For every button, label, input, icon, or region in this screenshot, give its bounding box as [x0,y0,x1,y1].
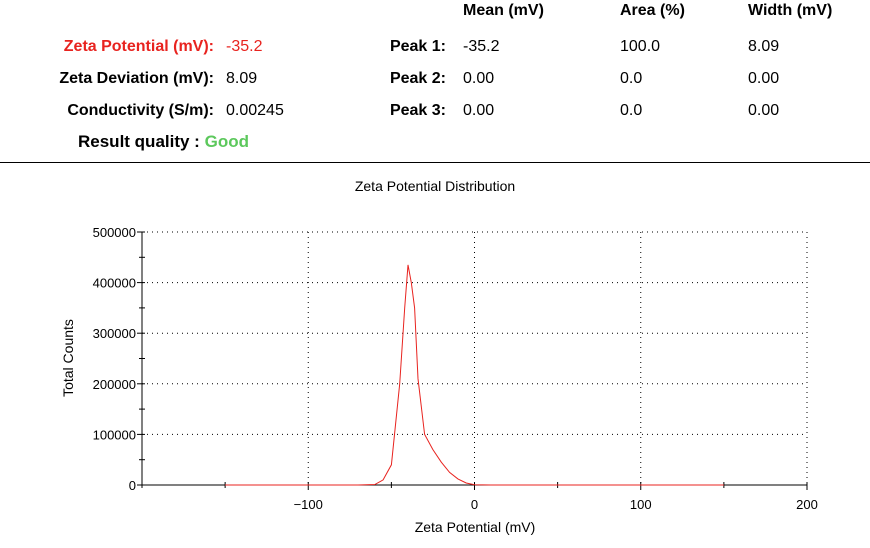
y-tick-label: 400000 [93,276,136,291]
series-line [225,264,724,486]
peak-3-label: Peak 3: [389,102,446,119]
zeta-deviation-label: Zeta Deviation (mV): [59,70,214,87]
col-header-mean: Mean (mV) [463,2,544,19]
zeta-potential-value: -35.2 [226,38,263,55]
peak-2-width: 0.00 [748,70,780,87]
peak-1-mean: -35.2 [463,38,500,55]
peak-2-mean: 0.00 [463,70,495,87]
y-tick-label: 500000 [93,225,136,240]
y-axis-title: Total Counts [60,319,76,397]
chart-ticks: −100 0 100 200 0 100000 200000 300000 400000 5000… [93,225,818,512]
peak-2-area: 0.0 [620,70,643,87]
peak-1-area: 100.0 [620,38,661,55]
peak-1-label: Peak 1: [389,38,446,55]
x-tick-label: 0 [471,497,478,512]
result-quality: Result quality : Good [78,132,249,152]
conductivity-label: Conductivity (S/m): [67,102,214,119]
peak-3-mean: 0.00 [463,102,495,119]
peak-1-width: 8.09 [748,38,780,55]
chart-grid [142,231,808,485]
y-tick-label: 0 [129,478,136,493]
chart-title: Zeta Potential Distribution [355,178,515,194]
col-header-area: Area (%) [620,2,685,19]
conductivity-value: 0.00245 [226,102,284,119]
x-tick-label: −100 [294,497,323,512]
section-divider [0,162,870,163]
x-axis-title: Zeta Potential (mV) [415,519,536,535]
y-tick-label: 200000 [93,377,136,392]
y-tick-label: 300000 [93,326,136,341]
x-tick-label: 100 [630,497,652,512]
result-quality-label: Result quality : [78,132,200,151]
zeta-deviation-value: 8.09 [226,70,258,87]
peak-2-label: Peak 2: [389,70,446,87]
peak-3-width: 0.00 [748,102,780,119]
x-tick-label: 200 [796,497,818,512]
chart-series [225,264,724,486]
col-header-width: Width (mV) [748,2,833,19]
peak-3-area: 0.0 [620,102,643,119]
result-quality-value: Good [204,132,249,151]
y-tick-label: 100000 [93,427,136,442]
zeta-potential-label: Zeta Potential (mV): [63,38,214,55]
